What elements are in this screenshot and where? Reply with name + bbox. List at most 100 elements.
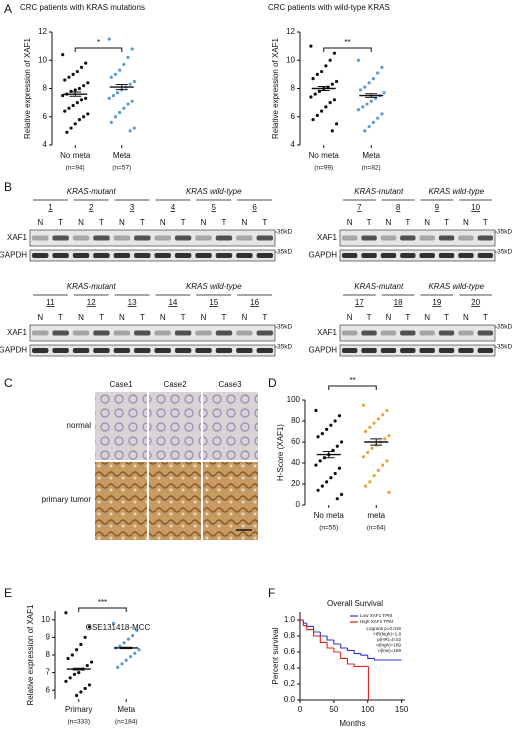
- lane-label: T: [405, 218, 410, 227]
- row-label: XAF1: [317, 328, 338, 337]
- marker-label: 35kD: [497, 249, 512, 256]
- blot-band: [361, 330, 377, 336]
- data-point: [365, 102, 369, 106]
- data-point: [325, 427, 329, 431]
- data-point: [109, 75, 113, 79]
- data-point: [314, 408, 318, 413]
- lane-label: T: [58, 218, 63, 227]
- data-point: [356, 108, 361, 112]
- lane-label: N: [160, 313, 166, 322]
- count-label: (n=57): [112, 165, 131, 172]
- blot-frame: [29, 324, 276, 342]
- blot-band: [256, 235, 273, 241]
- data-point: [383, 437, 387, 441]
- y-axis-label: H-Score (XAF1): [276, 424, 285, 481]
- blot-band: [32, 253, 49, 258]
- blot-band: [72, 330, 90, 336]
- data-point: [118, 110, 122, 115]
- y-tick-label: 80: [291, 416, 300, 425]
- group-label: KRAS-mutant: [354, 282, 404, 291]
- data-point: [113, 72, 118, 76]
- data-point: [387, 434, 391, 438]
- y-tick-label: 8: [46, 650, 51, 659]
- data-point: [320, 109, 324, 113]
- data-point: [75, 101, 79, 105]
- data-point: [111, 93, 115, 98]
- data-point: [137, 648, 141, 652]
- survival-step: [333, 648, 341, 653]
- blot-band: [52, 348, 69, 353]
- data-point: [107, 37, 111, 41]
- group-label: KRAS wild-type: [428, 282, 484, 291]
- lane-label: T: [140, 313, 145, 322]
- data-point: [87, 683, 92, 687]
- data-point: [380, 65, 384, 69]
- blot-band: [195, 253, 212, 258]
- marker-label: 35kD: [277, 249, 292, 256]
- lane-label: T: [222, 218, 227, 227]
- data-point: [363, 429, 368, 434]
- data-point: [316, 435, 320, 439]
- data-point: [335, 497, 339, 501]
- lane-label: N: [241, 313, 247, 322]
- count-label: (n=94): [66, 165, 85, 172]
- data-point: [358, 88, 363, 92]
- data-point: [376, 417, 380, 421]
- row-label: XAF1: [7, 328, 28, 337]
- survival-step: [346, 648, 355, 651]
- data-point: [66, 656, 70, 661]
- x-tick-label: No meta: [309, 151, 340, 160]
- data-point: [366, 450, 370, 455]
- sample-label: 11: [46, 298, 55, 307]
- data-point: [387, 490, 391, 494]
- x-tick-label: 50: [329, 705, 338, 714]
- data-point: [85, 663, 89, 668]
- blot-band: [52, 253, 69, 258]
- survival-step: [373, 658, 382, 661]
- sample-label: 18: [394, 298, 403, 307]
- blot-band: [215, 348, 233, 353]
- error-bar: [365, 93, 378, 98]
- marker-label: 35kD: [497, 344, 512, 351]
- x-tick-label: Meta: [362, 151, 380, 160]
- blot-band: [458, 253, 474, 258]
- data-point: [320, 69, 324, 74]
- y-tick-label: 12: [38, 27, 47, 36]
- lane-label: N: [347, 218, 353, 227]
- blot-band: [215, 235, 233, 241]
- data-point: [72, 672, 77, 676]
- data-point: [330, 129, 334, 133]
- data-point: [335, 444, 339, 448]
- panel-letter: C: [4, 376, 13, 390]
- data-point: [376, 71, 380, 75]
- data-point: [361, 105, 365, 109]
- data-point: [84, 61, 88, 65]
- data-point: [124, 658, 128, 662]
- data-point: [113, 115, 118, 119]
- data-point: [339, 440, 344, 444]
- significance-bracket: [74, 47, 123, 52]
- y-tick-label: 6: [43, 112, 48, 121]
- blot-band: [154, 348, 171, 353]
- y-axis-label: Percent survival: [271, 627, 280, 684]
- panel-letter: A: [4, 2, 12, 16]
- blot-frame: [29, 229, 276, 247]
- blot-band: [256, 253, 273, 258]
- blot-frame: [339, 249, 496, 262]
- blot-band: [361, 348, 377, 353]
- blot-band: [477, 235, 493, 241]
- blot-band: [195, 235, 212, 241]
- lane-label: N: [201, 218, 207, 227]
- lane-label: N: [78, 218, 84, 227]
- y-tick-label: 0.0: [284, 695, 296, 704]
- blot-band: [134, 348, 151, 353]
- stat-label: n(low)=189: [378, 648, 401, 653]
- blot-frame: [339, 344, 496, 357]
- data-point: [385, 408, 389, 413]
- data-point: [135, 628, 139, 632]
- blot-band: [458, 348, 474, 353]
- y-tick-label: 0.6: [284, 647, 296, 656]
- sample-label: 2: [89, 203, 94, 212]
- data-point: [126, 55, 130, 60]
